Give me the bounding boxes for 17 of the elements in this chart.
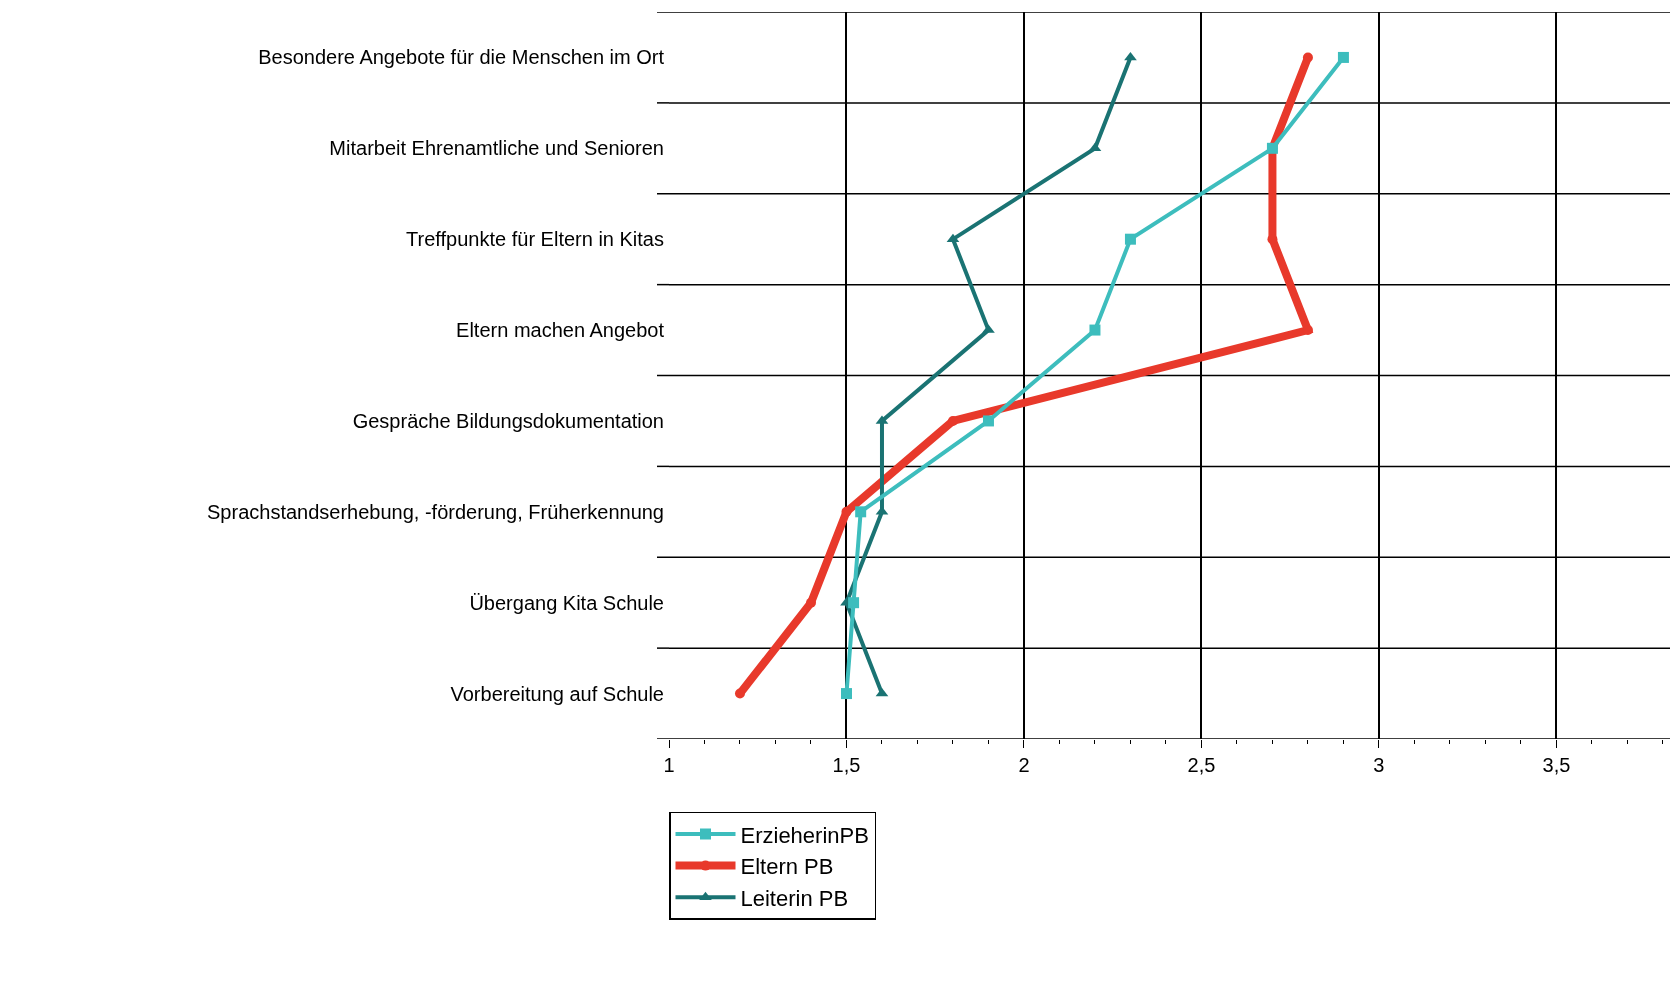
x-tick-label: 3,5 (1542, 754, 1571, 776)
legend-label: Leiterin PB (740, 885, 849, 911)
y-tick-label: Gespräche Bildungsdokumentation (352, 409, 664, 432)
x-tick-label: 3 (1373, 754, 1385, 776)
x-tick-label: 2 (1018, 754, 1030, 776)
y-tick-label: Vorbereitung auf Schule (450, 682, 664, 705)
y-tick-label: Mitarbeit Ehrenamtliche und Senioren (329, 137, 664, 160)
x-tick-label: 2,5 (1187, 754, 1216, 776)
x-tick-label: 1 (663, 754, 675, 776)
y-tick-label: Besondere Angebote für die Menschen im Ort (258, 46, 665, 69)
y-tick-label: Treffpunkte für Eltern in Kitas (406, 228, 664, 251)
y-tick-label: Übergang Kita Schule (469, 591, 664, 614)
y-tick-label: Eltern machen Angebot (456, 319, 665, 342)
legend-label: ErzieherinPB (740, 822, 869, 848)
legend-label: Eltern PB (740, 854, 834, 880)
x-tick-label: 1,5 (832, 754, 861, 776)
y-tick-label: Sprachstandserhebung, -förderung, Früherkennung (207, 500, 664, 523)
